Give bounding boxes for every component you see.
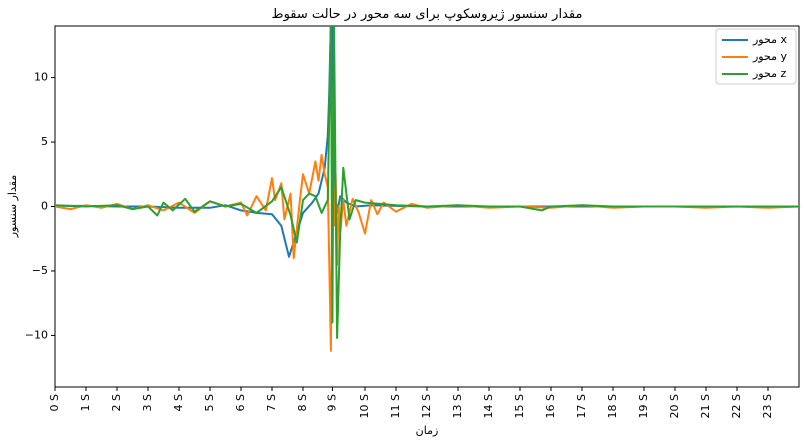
x-tick-label: 17 S [575,394,588,418]
x-tick-label: 19 S [637,394,650,418]
x-tick-label: 12 S [420,394,433,418]
x-tick-label: 14 S [482,394,495,418]
x-tick-label: 1 S [79,394,92,411]
x-tick-label: 4 S [172,394,185,411]
chart-title: مقدار سنسور ژیروسکوپ برای سه محور در حال… [272,7,583,22]
x-tick-label: 2 S [110,394,123,411]
series-layer [55,26,799,352]
x-tick-label: 18 S [606,394,619,418]
x-tick-label: 3 S [141,394,154,411]
y-tick-label: −10 [25,328,48,341]
x-tick-label: 20 S [668,394,681,418]
x-axis-label: زمان [416,424,439,437]
x-tick-label: 21 S [699,394,712,418]
x-tick-label: 8 S [296,394,309,411]
x-tick-label: 22 S [730,394,743,418]
y-tick-label: −5 [32,264,48,277]
x-tick-label: 7 S [265,394,278,411]
legend-label-1: محور y [752,50,787,63]
x-tick-label: 5 S [203,394,216,411]
series-line-2 [55,26,799,339]
x-tick-label: 11 S [389,394,402,418]
y-tick-label: 0 [41,200,48,213]
plot-area: 0 S 1 S 2 S 3 S 4 S 5 S 6 S 7 S 8 S 9 S 10 S 11 S 12… [25,25,800,418]
y-axis-label: مقدار سنسور [6,175,19,239]
x-tick-label: 9 S [325,394,338,411]
x-axis: 0 S 1 S 2 S 3 S 4 S 5 S 6 S 7 S 8 S 9 S 10 S 11 S 12… [48,387,774,418]
x-tick-label: 15 S [513,394,526,418]
y-tick-label: 10 [34,71,48,84]
x-tick-label: 10 S [358,394,371,418]
x-tick-label: 0 S [48,394,61,411]
legend-label-2: محور z [752,67,786,80]
x-tick-label: 13 S [451,394,464,418]
x-tick-label: 16 S [544,394,557,418]
x-tick-label: 6 S [234,394,247,411]
legend-label-0: محور x [752,33,787,46]
legend: محور x محور y محور z [715,28,797,85]
y-tick-label: 5 [41,135,48,148]
y-axis: 10 5 0 −5 −10 [25,71,55,341]
x-tick-label: 23 S [761,394,774,418]
legend-box [715,28,797,85]
